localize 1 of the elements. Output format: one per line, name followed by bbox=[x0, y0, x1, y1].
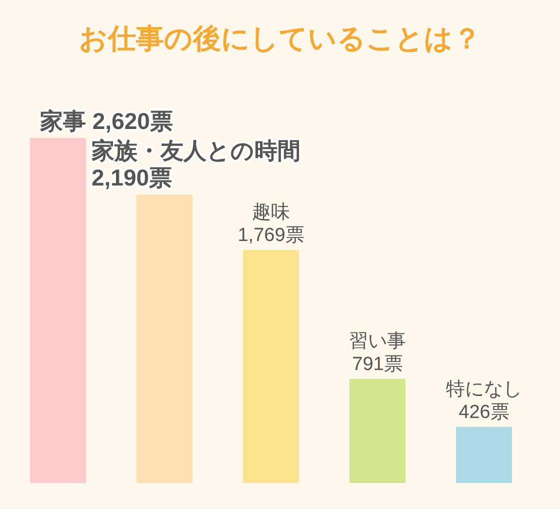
title: お仕事の後にしていることは？ bbox=[79, 23, 481, 54]
